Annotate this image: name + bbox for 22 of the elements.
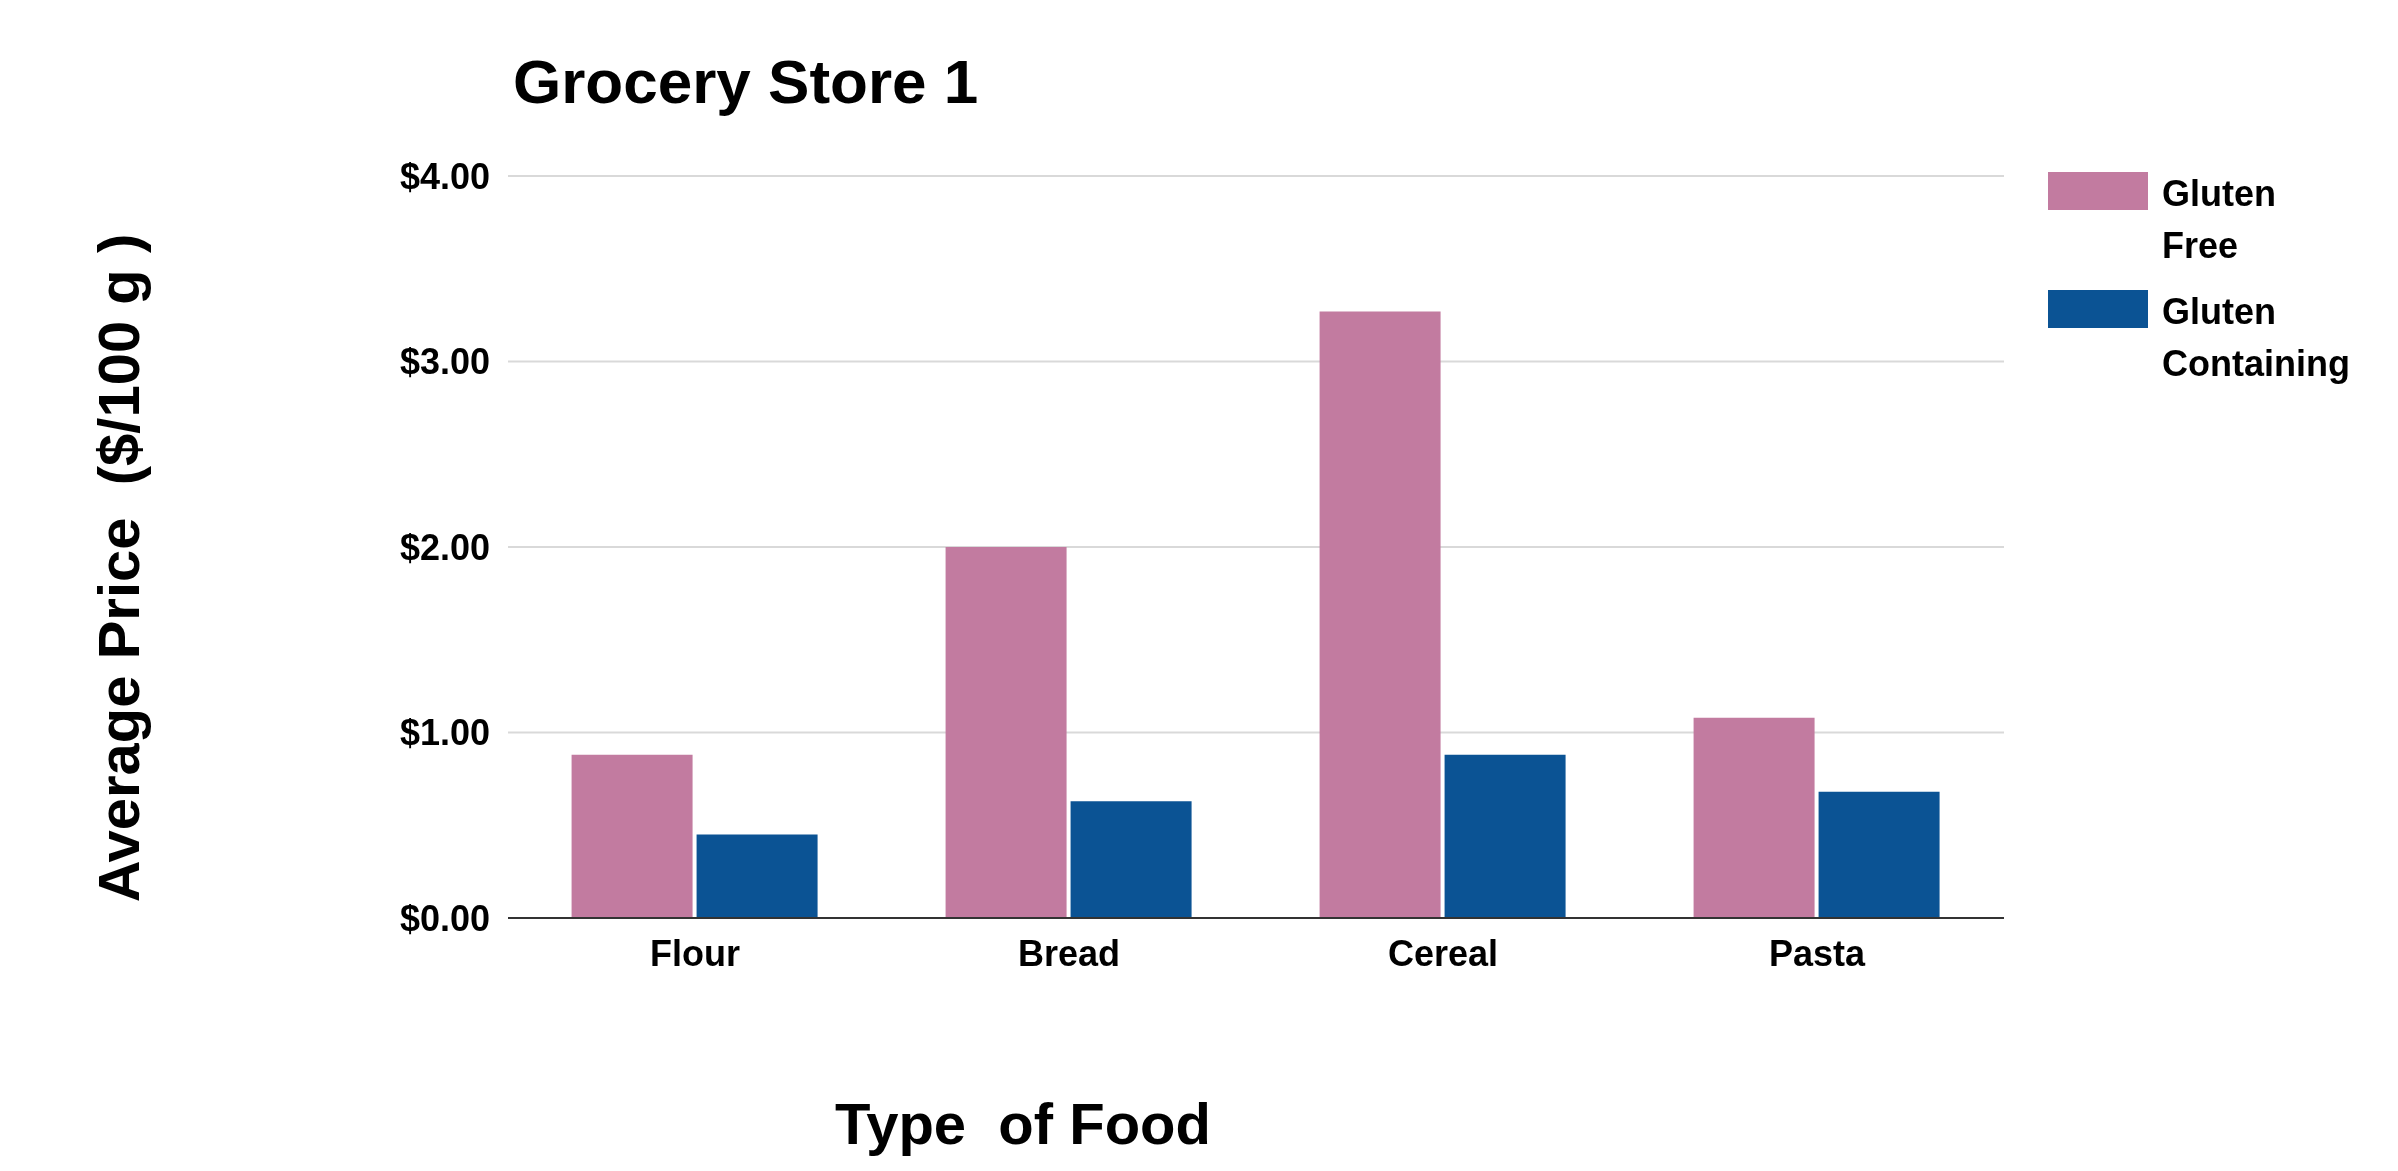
bar	[1444, 754, 1566, 918]
x-axis-title: Type of Food	[835, 1089, 1211, 1157]
chart-title: Grocery Store 1	[513, 46, 979, 117]
x-tick-label: Flour	[650, 932, 740, 974]
bar	[1693, 717, 1815, 918]
legend-label: Gluten Containing	[2162, 290, 2351, 386]
bar	[571, 754, 693, 918]
y-tick-label: $2.00	[399, 526, 490, 568]
legend-label: Gluten Free	[2162, 172, 2277, 268]
bar	[1319, 311, 1441, 918]
bar	[1818, 791, 1940, 918]
x-tick-label: Pasta	[1768, 932, 1866, 974]
y-tick-label: $1.00	[399, 712, 490, 754]
bar	[1070, 801, 1192, 918]
bar	[696, 834, 818, 918]
y-tick-label: $0.00	[399, 897, 490, 939]
y-axis-title: Average Price ($/100 g )	[84, 233, 152, 903]
x-tick-label: Bread	[1017, 932, 1121, 974]
bar	[945, 547, 1067, 918]
x-tick-label: Cereal	[1387, 932, 1499, 974]
y-tick-label: $3.00	[399, 341, 490, 383]
y-tick-label: $4.00	[399, 155, 490, 197]
